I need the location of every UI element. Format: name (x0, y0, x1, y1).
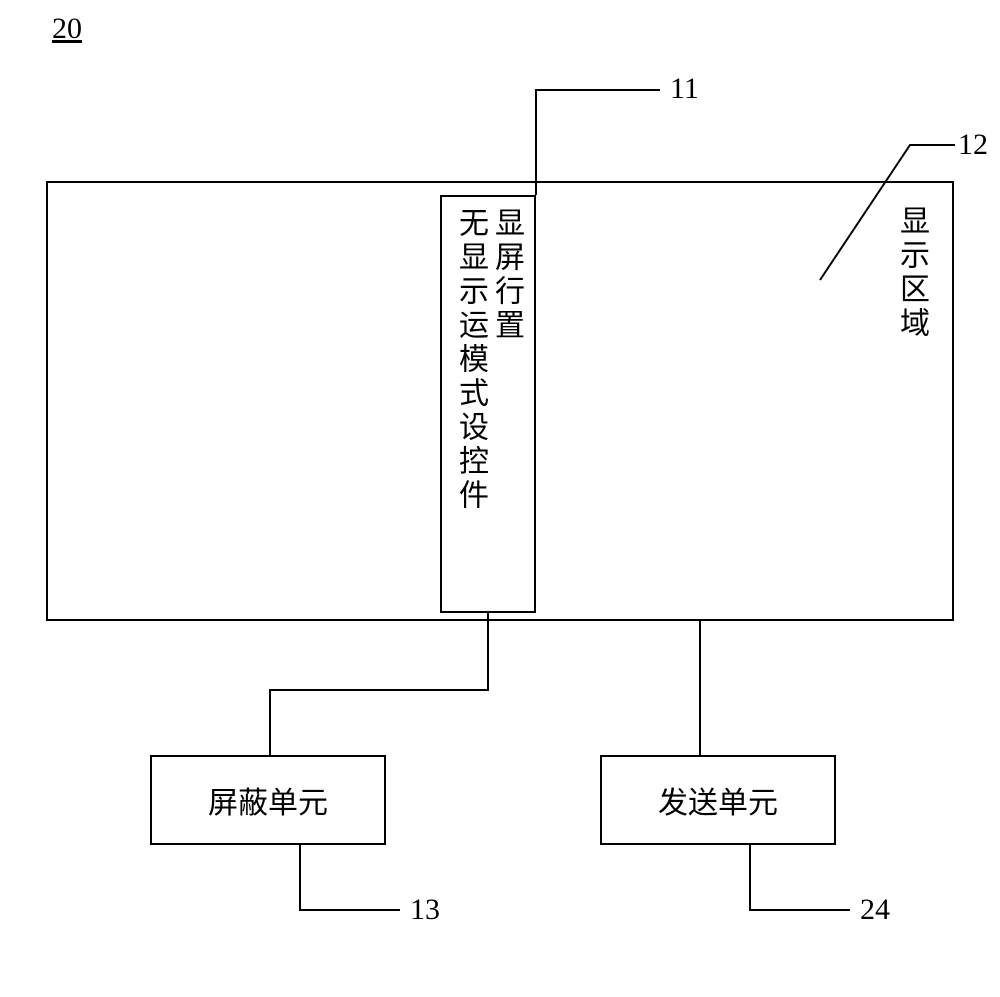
callout-label-12: 12 (958, 128, 988, 162)
figure-number-label: 20 (52, 12, 82, 46)
control-box-text-col1: 无显示运模式设控件 (452, 207, 488, 513)
no-display-mode-control-box: 无显示运模式设控件 显屏行置 (440, 195, 536, 613)
callout-label-24: 24 (860, 893, 890, 927)
display-area-label-container: 显示区域 (893, 205, 939, 385)
control-box-text-col2: 显屏行置 (488, 207, 524, 343)
callout-label-13: 13 (410, 893, 440, 927)
send-unit-box: 发送单元 (600, 755, 836, 845)
shield-unit-text: 屏蔽单元 (208, 778, 328, 822)
shield-unit-box: 屏蔽单元 (150, 755, 386, 845)
display-area-text: 显示区域 (893, 205, 929, 341)
callout-label-11: 11 (670, 72, 699, 106)
send-unit-text: 发送单元 (658, 778, 778, 822)
